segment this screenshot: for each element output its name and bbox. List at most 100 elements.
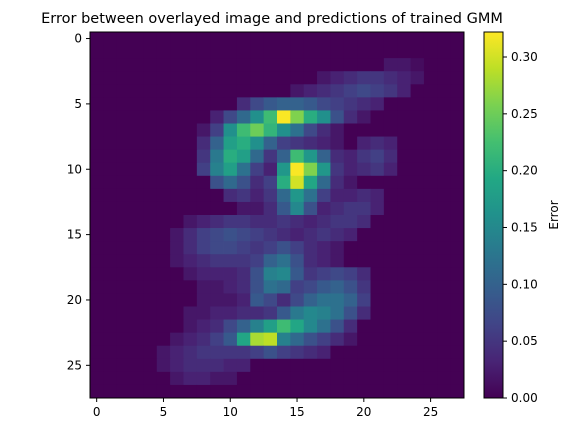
heatmap-cell [397,267,411,281]
heatmap-cell [423,293,438,307]
heatmap-cell [303,32,318,46]
heatmap-cell [183,371,198,386]
heatmap-cell [410,136,425,151]
heatmap-cell [196,162,211,177]
heatmap-cell [196,32,211,46]
heatmap-cell [357,332,371,347]
heatmap-cell [303,136,318,151]
heatmap-cell [103,280,118,294]
heatmap-cell [383,358,398,373]
heatmap-cell [370,293,385,307]
heatmap-cell [343,267,358,281]
heatmap-cell [303,267,318,281]
heatmap-cell [170,332,184,347]
heatmap-cell [423,384,438,399]
heatmap-cell [343,32,358,46]
heatmap-cell [156,267,171,281]
heatmap-cell [250,319,265,334]
heatmap-cell [156,71,171,85]
heatmap-cell [170,293,184,307]
heatmap-cell [223,123,238,137]
heatmap-cell [196,71,211,85]
heatmap-cell [450,32,465,46]
heatmap-cell [370,358,385,373]
heatmap-cell [423,254,438,268]
heatmap-cell [397,254,411,268]
heatmap-cell [183,45,198,59]
heatmap-cell [156,201,171,216]
heatmap-cell [103,384,118,399]
heatmap-cell [370,84,385,98]
heatmap-cell [250,293,265,307]
heatmap-cell [450,97,465,111]
heatmap-cell [290,267,305,281]
heatmap-cell [263,358,278,373]
heatmap-cell [90,384,104,399]
heatmap-cell [130,58,144,72]
heatmap-cell [303,215,318,229]
heatmap-cell [250,32,265,46]
heatmap-cell [317,345,331,360]
heatmap-cell [116,254,131,268]
heatmap-cell [343,358,358,373]
heatmap-cell [277,280,291,294]
heatmap-cell [103,358,118,373]
heatmap-cell [183,384,198,399]
heatmap-cell [143,280,158,294]
heatmap-cell [116,32,131,46]
heatmap-cell [183,215,198,229]
heatmap-cell [290,32,305,46]
heatmap-cell [170,306,184,320]
heatmap-cell [330,201,345,216]
heatmap-cell [236,175,251,190]
heatmap-cell [90,371,104,386]
heatmap-cell [330,71,345,85]
heatmap-cell [236,136,251,151]
heatmap-cell [250,188,265,203]
heatmap-cell [423,267,438,281]
heatmap-cell [410,84,425,98]
heatmap-cell [116,136,131,151]
heatmap-cell [343,215,358,229]
heatmap-cell [183,345,198,360]
heatmap-cell [90,71,104,85]
heatmap-cell [450,162,465,177]
heatmap-cell [370,136,385,151]
heatmap-cell [317,215,331,229]
heatmap-cell [317,228,331,242]
heatmap-cell [303,188,318,203]
heatmap-cell [130,123,144,137]
heatmap-cell [303,97,318,111]
heatmap-cell [437,241,452,255]
heatmap-cell [370,254,385,268]
heatmap-cell [330,110,345,124]
heatmap-cell [223,267,238,281]
heatmap-cell [236,384,251,399]
heatmap-cell [250,71,265,85]
heatmap-cell [183,254,198,268]
heatmap-cell [156,162,171,177]
heatmap-cell [330,319,345,334]
heatmap-cell [143,215,158,229]
heatmap-cell [383,319,398,334]
heatmap-cell [410,228,425,242]
heatmap-cell [236,123,251,137]
heatmap-cell [290,175,305,190]
heatmap-cell [383,254,398,268]
heatmap-cell [223,384,238,399]
heatmap-cell [437,306,452,320]
heatmap-cell [450,110,465,124]
heatmap-cell [223,201,238,216]
heatmap-cell [277,110,291,124]
heatmap-cell [277,345,291,360]
heatmap-cell [196,84,211,98]
heatmap-cell [437,149,452,164]
heatmap-cell [383,110,398,124]
heatmap-cell [90,293,104,307]
heatmap-cell [423,241,438,255]
heatmap-cell [450,280,465,294]
heatmap-cell [277,45,291,59]
heatmap-cell [170,241,184,255]
heatmap-cell [90,228,104,242]
heatmap-cell [397,293,411,307]
